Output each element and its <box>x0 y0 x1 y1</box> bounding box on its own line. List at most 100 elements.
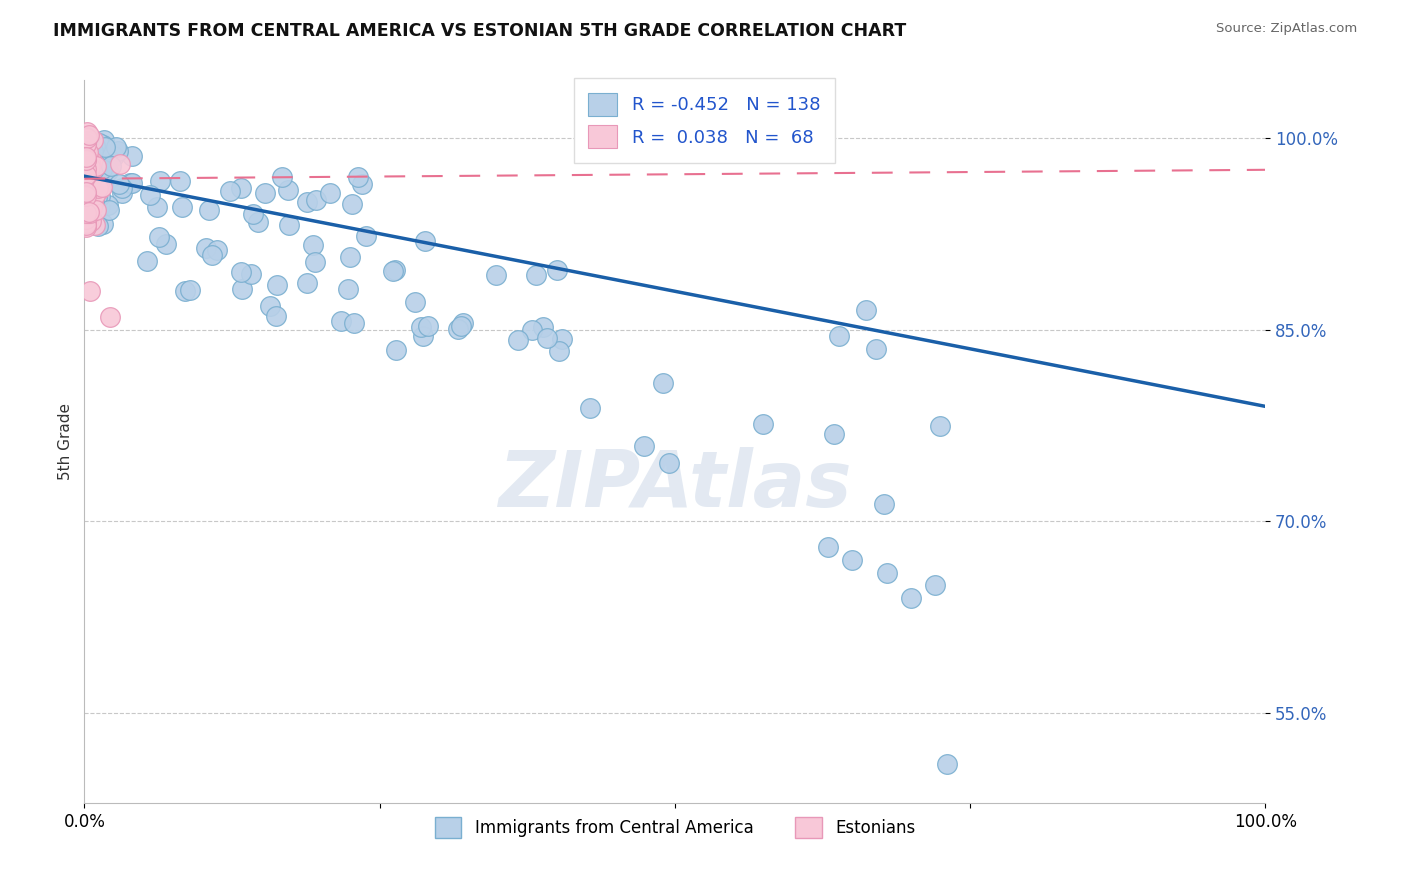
Point <box>75 205 97 219</box>
Point <box>83 211 105 225</box>
Point <box>139 187 162 202</box>
Point <box>201 248 224 262</box>
Point <box>82 144 104 158</box>
Point <box>136 254 159 268</box>
Point <box>76 207 98 221</box>
Point <box>329 313 352 327</box>
Point <box>218 185 240 199</box>
Point <box>80 187 103 202</box>
Point <box>75 146 97 161</box>
Point <box>80 171 103 186</box>
Point <box>179 283 201 297</box>
Point <box>900 591 922 606</box>
Point <box>82 159 104 173</box>
Point <box>75 185 97 199</box>
Point <box>337 282 360 296</box>
Point <box>231 181 253 195</box>
Point <box>239 267 262 281</box>
Point <box>76 168 98 182</box>
Point <box>80 174 103 188</box>
Point <box>347 170 370 185</box>
Point <box>76 203 98 218</box>
Point <box>548 343 571 358</box>
Point <box>83 188 105 202</box>
Point <box>87 181 110 195</box>
Text: ZIPAtlas: ZIPAtlas <box>498 447 852 523</box>
Point <box>411 319 433 334</box>
Point <box>550 332 572 346</box>
Point <box>82 187 104 202</box>
Point <box>111 180 134 194</box>
Point <box>76 135 98 149</box>
Point <box>76 131 98 145</box>
Point <box>352 177 374 191</box>
Point <box>75 194 97 208</box>
Point <box>305 193 328 207</box>
Point <box>91 172 114 186</box>
Point <box>75 136 97 150</box>
Point <box>823 426 845 441</box>
Point <box>79 156 101 170</box>
Point <box>524 268 547 283</box>
Point <box>546 262 568 277</box>
Point <box>76 155 98 169</box>
Point <box>841 553 863 567</box>
Point <box>84 157 107 171</box>
Point <box>86 159 108 173</box>
Point <box>817 540 839 554</box>
Point <box>75 139 97 153</box>
Point <box>83 194 105 208</box>
Point <box>247 215 270 229</box>
Point <box>87 136 110 150</box>
Point <box>100 159 122 173</box>
Point <box>79 192 101 206</box>
Point <box>89 163 111 178</box>
Point <box>75 219 97 234</box>
Point <box>270 169 292 184</box>
Point <box>91 176 114 190</box>
Point <box>76 208 98 222</box>
Point <box>75 188 97 202</box>
Point <box>79 206 101 220</box>
Point <box>98 310 121 324</box>
Point <box>86 190 108 204</box>
Point <box>107 144 129 158</box>
Point <box>752 417 775 431</box>
Point <box>149 174 172 188</box>
Text: Source: ZipAtlas.com: Source: ZipAtlas.com <box>1216 22 1357 36</box>
Point <box>579 401 602 415</box>
Legend: Immigrants from Central America, Estonians: Immigrants from Central America, Estonia… <box>427 810 922 845</box>
Point <box>76 192 98 206</box>
Point <box>121 149 143 163</box>
Y-axis label: 5th Grade: 5th Grade <box>58 403 73 480</box>
Point <box>79 285 101 299</box>
Point <box>155 236 177 251</box>
Point <box>75 174 97 188</box>
Point <box>96 150 118 164</box>
Point <box>297 194 319 209</box>
Point <box>84 159 107 173</box>
Point <box>108 157 131 171</box>
Point <box>301 238 323 252</box>
Point <box>382 264 405 278</box>
Point <box>229 265 252 279</box>
Point <box>198 203 221 218</box>
Point <box>169 174 191 188</box>
Point <box>384 263 406 277</box>
Point <box>855 303 877 318</box>
Point <box>148 230 170 244</box>
Point <box>75 168 97 182</box>
Point <box>416 318 439 333</box>
Point <box>77 174 100 188</box>
Point <box>354 229 377 244</box>
Point <box>194 241 217 255</box>
Point <box>935 757 957 772</box>
Point <box>82 134 104 148</box>
Point <box>97 202 120 217</box>
Point <box>94 140 117 154</box>
Point <box>77 214 100 228</box>
Point <box>75 153 97 167</box>
Point <box>96 162 118 177</box>
Point <box>658 456 681 470</box>
Point <box>76 195 98 210</box>
